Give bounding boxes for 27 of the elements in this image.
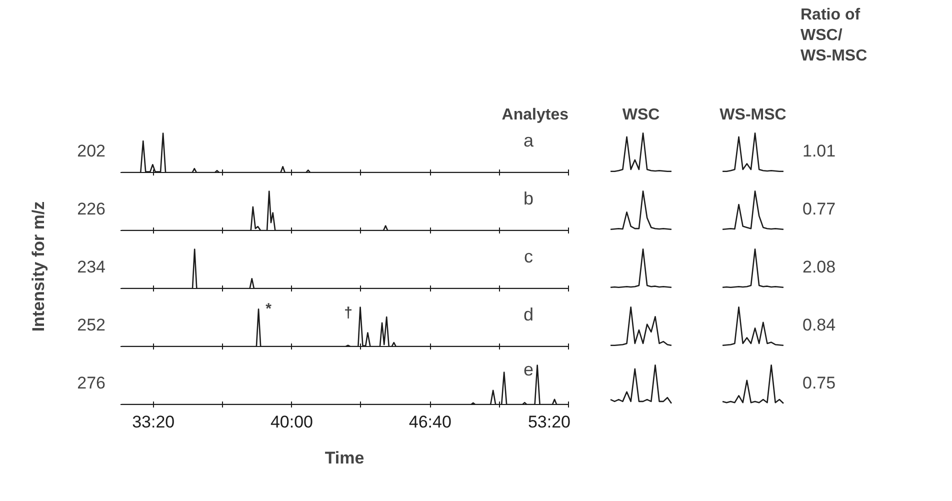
text: 234 [77, 258, 106, 276]
x-axis-title: Time [324, 448, 364, 468]
text: 2.08 [802, 258, 836, 276]
text: 0.77 [802, 200, 836, 218]
annotation: b [523, 188, 534, 208]
x-tick-label: 33:20 [132, 412, 175, 432]
annotation: d [523, 304, 534, 324]
x-tick-label: 40:00 [270, 412, 314, 432]
annotation: * [266, 300, 272, 318]
text: 226 [77, 200, 106, 218]
chart-title: Analytes [502, 106, 569, 124]
annotation: † [344, 304, 352, 322]
text: 0.75 [802, 374, 836, 392]
annotation: a [523, 130, 534, 150]
text: 276 [77, 374, 106, 392]
chart-title: WS-MSC [720, 106, 787, 124]
x-tick-label: 46:40 [408, 412, 452, 432]
text: 202 [77, 142, 106, 160]
text: Ratio of WSC/ WS-MSC [800, 6, 868, 64]
annotation: e [523, 360, 534, 380]
chart-title: WSC [622, 106, 660, 124]
y-axis-title: Intensity for m/z [29, 201, 48, 332]
text: 0.84 [802, 316, 836, 334]
x-tick-label: 53:20 [528, 412, 571, 432]
annotation: c [524, 246, 533, 266]
text: 252 [77, 316, 106, 334]
text: 1.01 [802, 142, 836, 160]
